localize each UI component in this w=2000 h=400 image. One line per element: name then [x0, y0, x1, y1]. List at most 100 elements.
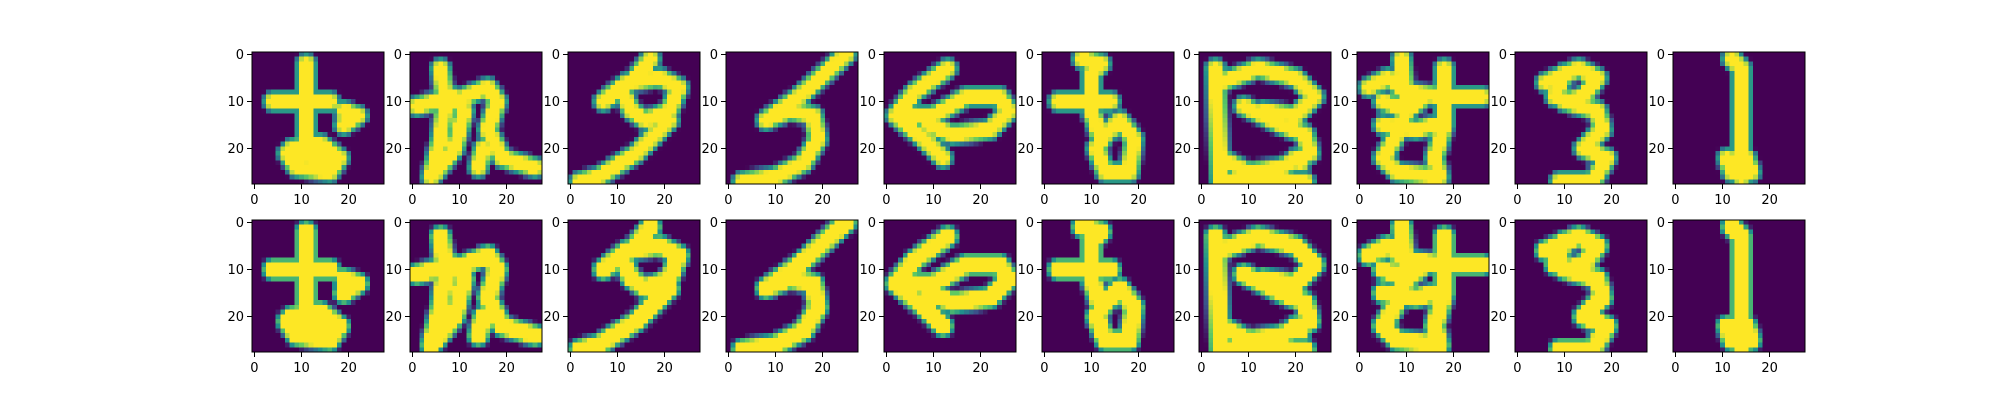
image-pixels [884, 52, 1017, 185]
image-pixels [410, 220, 543, 353]
axes-frame [725, 219, 859, 353]
x-tick-label: 10 [767, 361, 784, 376]
y-tick-label: 10 [227, 263, 244, 278]
x-tick-label: 10 [293, 361, 310, 376]
y-tick-label: 10 [385, 95, 402, 110]
x-tick-label: 10 [1240, 361, 1257, 376]
image-pixels [726, 52, 859, 185]
x-tick-label: 20 [1603, 193, 1620, 208]
y-tick-label: 10 [227, 95, 244, 110]
y-tick-label: 20 [1332, 142, 1349, 157]
y-tick-label: 0 [710, 216, 718, 231]
x-tick-label: 10 [609, 361, 626, 376]
x-tick-label: 0 [250, 193, 258, 208]
image-pixels [1515, 52, 1648, 185]
y-tick-label: 20 [859, 142, 876, 157]
image-panel-r1-c1: 0 10 20 0 10 20 [227, 48, 385, 208]
y-tick-label: 0 [1341, 216, 1349, 231]
y-tick-label: 20 [227, 142, 244, 157]
y-tick-label: 0 [394, 216, 402, 231]
image-pixels [252, 52, 385, 185]
x-tick-label: 20 [498, 193, 515, 208]
axes-frame [1198, 51, 1332, 185]
image-pixels [1042, 52, 1175, 185]
x-tick-label: 20 [1130, 361, 1147, 376]
x-tick-label: 20 [814, 361, 831, 376]
x-tick-label: 10 [1714, 361, 1731, 376]
y-tick-label: 10 [1490, 263, 1507, 278]
y-tick-label: 20 [701, 310, 718, 325]
axes-frame [567, 219, 701, 353]
y-tick-label: 10 [543, 95, 560, 110]
image-pixels [1199, 52, 1332, 185]
x-tick-label: 20 [972, 361, 989, 376]
x-tick-label: 10 [451, 193, 468, 208]
image-panel-r1-c6: 0 10 20 0 10 20 [1017, 48, 1175, 208]
y-tick-label: 20 [1332, 310, 1349, 325]
image-grid: 0 10 20 0 10 20 0 10 20 0 10 20 0 10 20 0 10 20 0 10 20 0 10 20… [227, 48, 1806, 376]
axes-frame [1041, 51, 1175, 185]
image-panel-r2-c4: 0 10 20 0 10 20 [701, 216, 859, 376]
y-tick-label: 20 [701, 142, 718, 157]
axes-frame [1672, 51, 1806, 185]
x-tick-label: 0 [1513, 361, 1521, 376]
y-tick-label: 0 [1341, 48, 1349, 63]
image-panel-r1-c2: 0 10 20 0 10 20 [385, 48, 543, 208]
image-pixels [410, 52, 543, 185]
x-tick-label: 0 [1355, 361, 1363, 376]
y-tick-label: 20 [1174, 310, 1191, 325]
image-pixels [726, 220, 859, 353]
x-tick-label: 10 [925, 361, 942, 376]
image-panel-r1-c4: 0 10 20 0 10 20 [701, 48, 859, 208]
y-tick-label: 0 [394, 48, 402, 63]
x-tick-label: 20 [1287, 193, 1304, 208]
image-pixels [884, 220, 1017, 353]
x-tick-label: 20 [1603, 361, 1620, 376]
x-tick-label: 10 [1556, 361, 1573, 376]
y-tick-label: 10 [1017, 263, 1034, 278]
y-tick-label: 0 [552, 216, 560, 231]
axes-frame [1041, 219, 1175, 353]
y-tick-label: 0 [552, 48, 560, 63]
image-panel-r1-c5: 0 10 20 0 10 20 [859, 48, 1017, 208]
x-tick-label: 10 [1083, 193, 1100, 208]
x-tick-label: 20 [340, 361, 357, 376]
x-tick-label: 0 [566, 193, 574, 208]
x-tick-label: 0 [882, 193, 890, 208]
y-tick-label: 0 [1657, 216, 1665, 231]
y-tick-label: 20 [859, 310, 876, 325]
image-pixels [568, 220, 701, 353]
image-panel-r1-c9: 0 10 20 0 10 20 [1490, 48, 1648, 208]
x-tick-label: 0 [1197, 193, 1205, 208]
image-pixels [1673, 52, 1806, 185]
y-tick-label: 0 [868, 48, 876, 63]
x-tick-label: 0 [250, 361, 258, 376]
x-tick-label: 0 [408, 361, 416, 376]
image-pixels [1515, 220, 1648, 353]
y-tick-label: 0 [1026, 48, 1034, 63]
image-panel-r2-c5: 0 10 20 0 10 20 [859, 216, 1017, 376]
x-tick-label: 20 [656, 361, 673, 376]
y-tick-label: 20 [543, 142, 560, 157]
x-tick-label: 10 [1398, 361, 1415, 376]
image-panel-r2-c9: 0 10 20 0 10 20 [1490, 216, 1648, 376]
x-tick-label: 20 [972, 193, 989, 208]
axes-frame [409, 51, 543, 185]
x-tick-label: 20 [1761, 361, 1778, 376]
x-tick-label: 10 [1714, 193, 1731, 208]
y-tick-label: 10 [701, 95, 718, 110]
x-tick-label: 0 [882, 361, 890, 376]
x-tick-label: 10 [609, 193, 626, 208]
y-tick-label: 10 [1332, 263, 1349, 278]
y-tick-label: 20 [385, 142, 402, 157]
y-tick-label: 20 [1648, 142, 1665, 157]
x-tick-label: 10 [1556, 193, 1573, 208]
axes-frame [883, 51, 1017, 185]
x-tick-label: 0 [1040, 361, 1048, 376]
y-tick-label: 0 [1657, 48, 1665, 63]
axes-frame [883, 219, 1017, 353]
x-tick-label: 10 [767, 193, 784, 208]
x-tick-label: 20 [1445, 361, 1462, 376]
x-tick-label: 20 [656, 193, 673, 208]
